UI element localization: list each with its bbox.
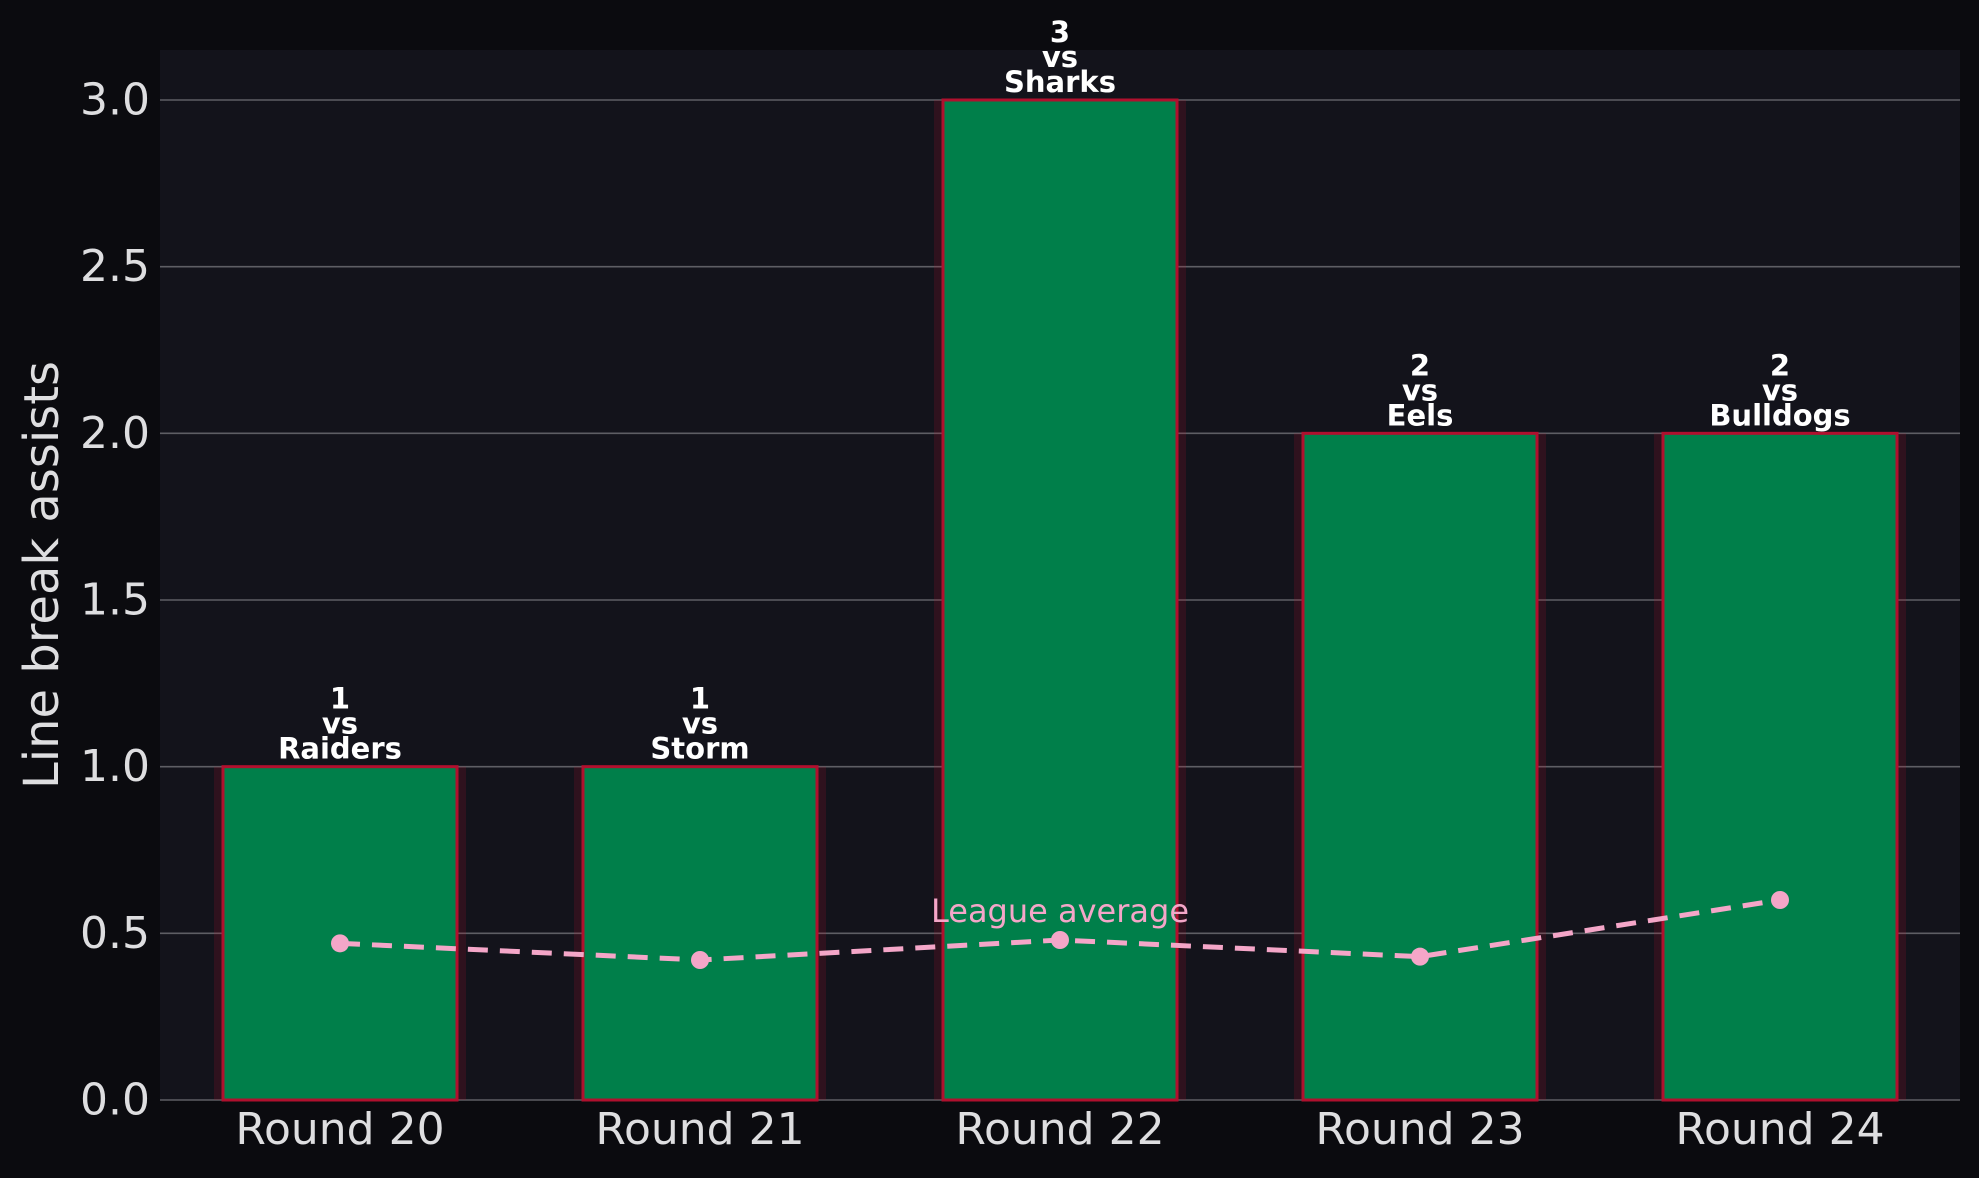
bar-label-line: Bulldogs [1709,398,1850,432]
y-axis-label: Line break assists [14,361,70,789]
x-tick-label: Round 23 [1315,1104,1524,1155]
bar-label: 3 vs Sharks [1004,15,1116,99]
y-tick-label: 0.0 [80,1075,150,1126]
x-tick-label: Round 22 [955,1104,1164,1155]
x-tick-label: Round 20 [235,1104,444,1155]
league-average-line [331,891,1789,969]
x-axis-ticks: Round 20 Round 21 Round 22 Round 23 Round 24 [235,1104,1884,1155]
y-tick-label: 2.5 [80,241,150,292]
average-point [1771,891,1789,909]
bar-label-line: 2 [1410,348,1430,382]
bar-label-line: vs [1402,373,1438,407]
bar-label-line: 3 [1050,15,1070,49]
bar-label-line: 1 [330,682,350,716]
average-point [691,951,709,969]
bar [941,98,1179,1102]
bar-label-line: Storm [650,732,749,766]
y-tick-label: 1.5 [80,575,150,626]
bar [1301,431,1539,1102]
bar-label-line: vs [1762,373,1798,407]
x-tick-label: Round 24 [1675,1104,1884,1155]
bar-label: 2 vs Eels [1387,348,1454,432]
bar-label-line: vs [682,707,718,741]
y-axis-ticks: 0.0 0.5 1.0 1.5 2.0 2.5 3.0 [80,75,150,1126]
bar-label-line: Sharks [1004,65,1116,99]
bar-label: 1 vs Raiders [278,682,402,766]
average-point [1051,931,1069,949]
bar-label-line: Eels [1387,398,1454,432]
y-tick-label: 0.5 [80,908,150,959]
average-point [1411,947,1429,966]
bars [214,98,1906,1102]
bar-label-line: 1 [690,682,710,716]
bar [221,765,459,1102]
bar-label: 1 vs Storm [650,682,749,766]
y-tick-label: 1.0 [80,741,150,792]
bar [1661,431,1899,1102]
y-tick-label: 2.0 [80,408,150,459]
average-point [331,934,349,953]
bar-label-line: vs [1042,40,1078,74]
bar-label-line: Raiders [278,732,402,766]
league-average-annotation: League average [931,892,1189,930]
x-tick-label: Round 21 [595,1104,804,1155]
y-tick-label: 3.0 [80,75,150,126]
bar-label-line: vs [322,707,358,741]
bar-label: 2 vs Bulldogs [1709,348,1850,432]
bar-label-line: 2 [1770,348,1790,382]
bar [581,765,819,1102]
